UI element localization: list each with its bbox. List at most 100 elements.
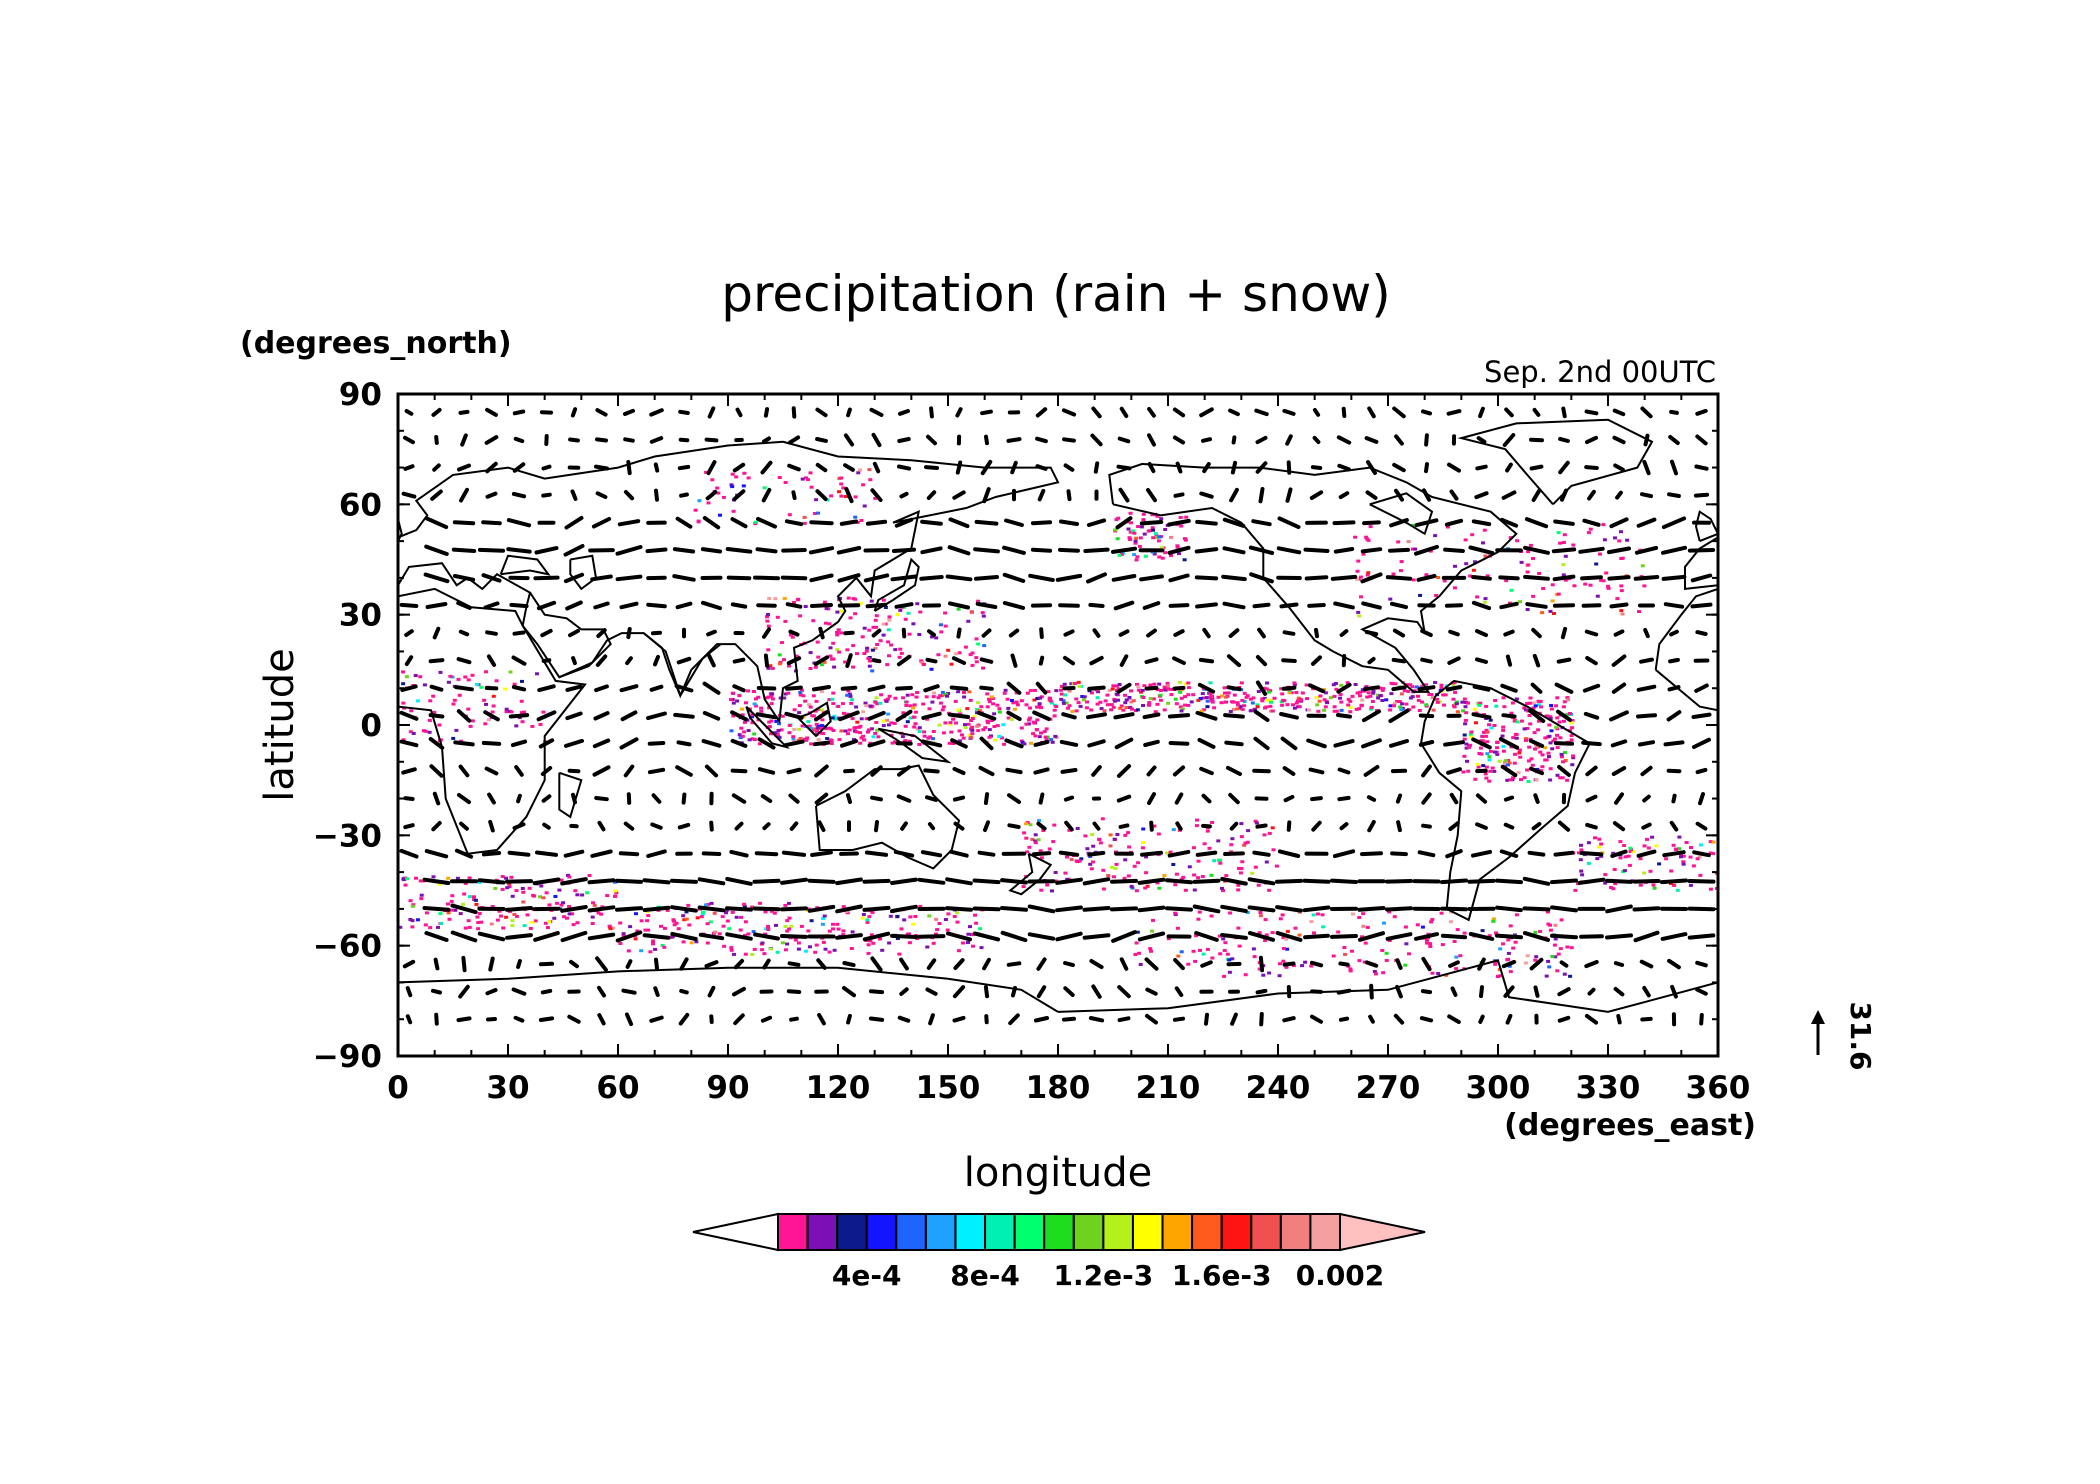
precip-cell bbox=[1511, 946, 1516, 950]
wind-vector bbox=[1006, 437, 1022, 443]
wind-vector bbox=[1613, 463, 1625, 472]
precip-cell bbox=[734, 915, 739, 919]
precip-cell bbox=[1186, 693, 1191, 697]
precip-cell bbox=[1258, 911, 1263, 914]
precip-cell bbox=[1267, 831, 1272, 835]
wind-vector bbox=[626, 460, 632, 476]
precip-cell bbox=[1208, 692, 1213, 696]
precip-cell bbox=[1128, 511, 1133, 515]
precip-cell bbox=[970, 651, 975, 655]
precip-cell bbox=[1045, 883, 1050, 887]
wind-vector bbox=[780, 575, 808, 581]
precip-cell bbox=[767, 597, 772, 600]
precip-cell bbox=[1252, 955, 1257, 959]
precip-cell bbox=[1506, 763, 1510, 767]
wind-vector bbox=[1550, 933, 1578, 940]
wind-vector bbox=[1692, 737, 1711, 749]
wind-vector bbox=[1523, 931, 1550, 942]
precip-cell bbox=[897, 952, 902, 956]
precip-cell bbox=[1512, 719, 1517, 723]
precip-cell bbox=[953, 699, 958, 703]
wind-vector bbox=[1531, 627, 1542, 639]
precip-cell bbox=[1321, 925, 1326, 929]
precip-cell bbox=[1497, 759, 1502, 763]
precip-cell bbox=[746, 476, 751, 480]
precip-cell bbox=[1565, 696, 1570, 700]
precip-cell bbox=[1555, 773, 1560, 777]
precip-cell bbox=[1205, 947, 1210, 951]
precip-cell bbox=[871, 735, 876, 739]
wind-vector bbox=[1532, 407, 1541, 417]
wind-vector bbox=[488, 956, 495, 972]
colorbar-under-triangle bbox=[692, 1212, 779, 1252]
wind-vector bbox=[1474, 491, 1489, 500]
precip-cell bbox=[1141, 512, 1146, 516]
precip-cell bbox=[1132, 553, 1137, 557]
precip-cell bbox=[827, 950, 832, 954]
wind-vector bbox=[1174, 792, 1184, 805]
precip-cell bbox=[1022, 831, 1027, 835]
precip-cell bbox=[743, 934, 747, 937]
precip-cell bbox=[966, 941, 970, 944]
wind-vector bbox=[460, 433, 468, 447]
precip-cell bbox=[1311, 913, 1316, 917]
precip-cell bbox=[476, 921, 481, 924]
precip-cell bbox=[1473, 560, 1478, 564]
precip-cell bbox=[803, 699, 808, 703]
wind-vector bbox=[431, 407, 442, 417]
precip-cell bbox=[1573, 888, 1578, 892]
precip-cell bbox=[921, 663, 926, 666]
precip-cell bbox=[1461, 770, 1466, 774]
precip-cell bbox=[775, 615, 780, 619]
precip-cell bbox=[1134, 536, 1139, 540]
precip-cell bbox=[983, 726, 988, 730]
wind-vector bbox=[1174, 986, 1184, 997]
precip-cell bbox=[1628, 846, 1633, 850]
precip-cell bbox=[739, 915, 744, 919]
precip-cell bbox=[1226, 691, 1231, 695]
precip-cell bbox=[898, 608, 903, 612]
wind-vector bbox=[1560, 488, 1568, 502]
wind-vector bbox=[702, 681, 721, 695]
precip-cell bbox=[1475, 762, 1480, 766]
wind-vector bbox=[678, 437, 690, 443]
wind-vector bbox=[623, 490, 635, 501]
precip-cell bbox=[881, 724, 886, 728]
precip-cell bbox=[401, 738, 406, 742]
precip-cell bbox=[448, 674, 453, 678]
precip-cell bbox=[963, 726, 968, 729]
precip-cell bbox=[760, 941, 765, 945]
precip-cell bbox=[1131, 699, 1136, 703]
precip-cell bbox=[660, 943, 665, 947]
precip-cell bbox=[1285, 929, 1290, 933]
precip-cell bbox=[1622, 844, 1627, 847]
wind-vector bbox=[1532, 653, 1541, 668]
precip-cell bbox=[1035, 718, 1040, 722]
wind-vector bbox=[762, 822, 771, 831]
precip-cell bbox=[1197, 910, 1202, 914]
wind-vector bbox=[925, 795, 938, 802]
wind-vector bbox=[868, 989, 885, 995]
precip-cell bbox=[1039, 888, 1044, 892]
precip-cell bbox=[1356, 610, 1361, 614]
precip-cell bbox=[997, 707, 1002, 711]
precip-cell bbox=[750, 953, 755, 956]
precip-cell bbox=[822, 660, 827, 664]
precip-cell bbox=[1569, 734, 1574, 738]
precip-cell bbox=[1495, 752, 1500, 756]
wind-vector bbox=[1118, 487, 1130, 503]
precip-cell bbox=[1336, 930, 1341, 934]
precip-cell bbox=[596, 911, 601, 915]
precip-cell bbox=[1391, 572, 1396, 576]
precip-cell bbox=[1240, 698, 1245, 702]
wind-vector bbox=[1417, 850, 1436, 858]
precip-cell bbox=[932, 691, 936, 695]
wind-vector bbox=[1282, 766, 1296, 776]
wind-vector bbox=[615, 930, 643, 943]
precip-cell bbox=[937, 723, 942, 727]
wind-vector bbox=[400, 684, 418, 692]
precip-cell bbox=[1239, 822, 1244, 826]
wind-vector bbox=[818, 626, 825, 640]
wind-vector bbox=[1195, 850, 1218, 857]
precip-cell bbox=[811, 694, 816, 698]
